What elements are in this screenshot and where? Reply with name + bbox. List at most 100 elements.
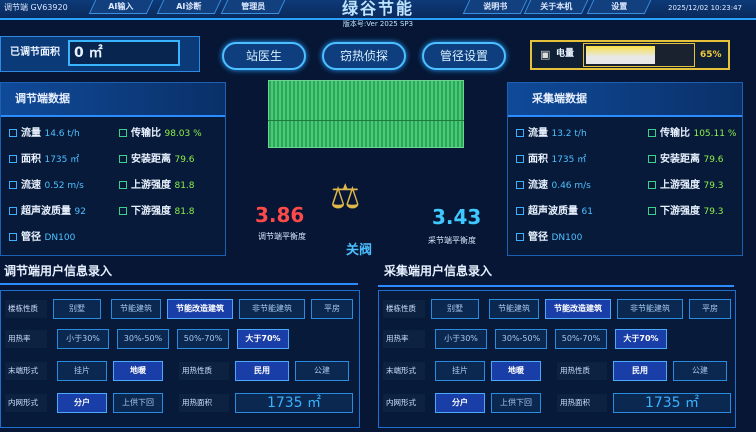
tab-admin[interactable]: 管理员 [220,0,286,14]
data-label: 上游强度 [131,180,171,191]
data-row-1: 面积 1735 ㎡ [516,153,586,167]
data-label: 流速 [21,180,41,191]
data-value: 105.11 % [693,129,737,139]
data-value: 13.2 t/h [551,129,587,139]
tab-label: AI诊断 [176,2,202,11]
tab-about[interactable]: 关于本机 [523,0,589,14]
building-option[interactable]: 节能改造建筑 [167,299,233,319]
pipe-settings-button[interactable]: 管径设置 [422,42,506,70]
data-row-0: 流量 14.6 t/h [9,127,80,141]
data-label: 面积 [21,154,41,165]
regulating-balance-label: 调节端平衡度 [258,232,306,241]
data-value: 92 [74,207,86,217]
data-row-1: 面积 1735 ㎡ [9,153,79,167]
heat-rate-option[interactable]: 小于30% [57,329,109,349]
terminal-option[interactable]: 挂片 [57,361,107,381]
regulating-title: 调节端数据 [1,83,225,117]
building-option[interactable]: 平房 [689,299,731,319]
usage-option[interactable]: 民用 [613,361,667,381]
heat-theft-detect-button[interactable]: 窃热侦探 [322,42,406,70]
inner-net-option[interactable]: 上供下回 [491,393,541,413]
data-row-right-0: 传输比 98.03 % [119,127,202,141]
heat-rate-option[interactable]: 50%-70% [555,329,607,349]
terminal-option[interactable]: 挂片 [435,361,485,381]
heat-rate-option[interactable]: 大于70% [237,329,289,349]
data-value: 14.6 t/h [44,129,80,139]
building-option[interactable]: 非节能建筑 [239,299,305,319]
building-option[interactable]: 平房 [311,299,353,319]
data-label: 管径 [528,232,548,243]
inner-net-label: 内网形式 [383,394,425,412]
data-row-3: 超声波质量 92 [9,205,86,219]
form-title-collecting: 采集端用户信息录入 [384,264,493,278]
datetime: 2025/12/02 10:23:47 [668,4,743,12]
building-option[interactable]: 节能建筑 [489,299,539,319]
data-row-right-0: 传输比 105.11 % [648,127,736,141]
divider [378,285,734,287]
heat-rate-option[interactable]: 30%-50% [117,329,169,349]
building-option[interactable]: 别墅 [53,299,101,319]
tab-ai-input[interactable]: AI输入 [88,0,154,14]
data-row-right-1: 安装距离 79.6 [648,153,724,167]
inner-net-option[interactable]: 分户 [57,393,107,413]
heat-area-field[interactable]: 1735 ㎡ [613,393,731,413]
terminal-option[interactable]: 地暖 [113,361,163,381]
collecting-balance-value: 3.43 [432,205,482,229]
heat-rate-label: 用热率 [5,330,47,348]
terminal-option[interactable]: 地暖 [491,361,541,381]
adjusted-area-field[interactable]: 0 ㎡ [68,40,180,66]
heat-rate-option[interactable]: 小于30% [435,329,487,349]
data-label: 下游强度 [660,206,700,217]
usage-option[interactable]: 公建 [673,361,727,381]
tab-label: AI输入 [108,2,134,11]
bullet-icon [119,207,127,215]
app-title: 绿谷节能 [341,0,414,18]
building-option[interactable]: 节能建筑 [111,299,161,319]
collecting-balance-label: 采节端平衡度 [428,236,476,245]
heat-area-field[interactable]: 1735 ㎡ [235,393,353,413]
bullet-icon [9,129,17,137]
data-value: 61 [581,207,593,217]
data-label: 传输比 [660,128,690,139]
heat-rate-option[interactable]: 30%-50% [495,329,547,349]
data-value: 79.6 [703,155,724,165]
data-label: 管径 [21,232,41,243]
station-doctor-button[interactable]: 站医生 [222,42,306,70]
building-option[interactable]: 非节能建筑 [617,299,683,319]
building-option[interactable]: 别墅 [431,299,479,319]
data-value: 98.03 % [164,129,202,139]
valve-button[interactable]: 关阀 [346,243,373,258]
data-value: DN100 [551,233,583,243]
tab-settings[interactable]: 设置 [586,0,652,14]
data-value: 79.6 [174,155,195,165]
tab-label: 关于本机 [540,2,573,11]
data-value: 0.46 m/s [551,181,591,191]
bullet-icon [648,207,656,215]
bullet-icon [9,207,17,215]
data-row-2: 流速 0.52 m/s [9,179,84,193]
data-row-right-3: 下游强度 79.3 [648,205,724,219]
data-value: 1735 ㎡ [551,155,587,165]
heat-rate-option[interactable]: 50%-70% [177,329,229,349]
tab-label: 管理员 [241,2,266,11]
usage-type-label: 用热性质 [179,362,229,380]
bullet-icon [9,181,17,189]
data-value: 81.8 [174,207,195,217]
tab-ai-diagnosis[interactable]: AI诊断 [156,0,222,14]
bullet-icon [119,155,127,163]
heat-rate-option[interactable]: 大于70% [615,329,667,349]
usage-option[interactable]: 民用 [235,361,289,381]
collecting-title: 采集端数据 [508,83,742,117]
battery-fill [586,46,655,64]
data-row-right-3: 下游强度 81.8 [119,205,195,219]
inner-net-option[interactable]: 上供下回 [113,393,163,413]
usage-option[interactable]: 公建 [295,361,349,381]
building-type-label: 楼栋性质 [5,300,47,318]
building-option[interactable]: 节能改造建筑 [545,299,611,319]
heat-area-label: 用热面积 [557,394,607,412]
bullet-icon [516,181,524,189]
tab-manual[interactable]: 说明书 [462,0,528,14]
inner-net-option[interactable]: 分户 [435,393,485,413]
